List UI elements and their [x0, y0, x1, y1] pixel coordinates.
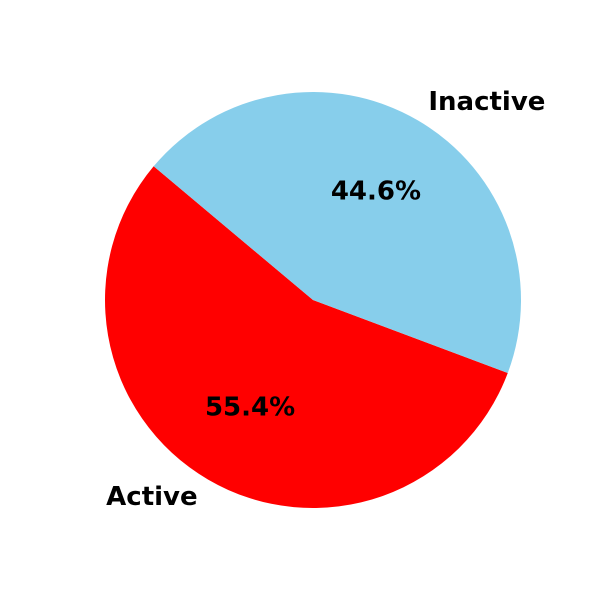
pct-label-inactive: 44.6%	[331, 177, 421, 207]
slice-label-inactive: Inactive	[428, 87, 545, 117]
labels-layer: Active 55.4% Inactive 44.6%	[106, 87, 545, 512]
pie-slice-inactive	[153, 91, 522, 374]
pie-slice-active	[105, 166, 508, 508]
slice-label-active: Active	[106, 482, 197, 512]
slices-layer	[105, 91, 522, 508]
pct-label-active: 55.4%	[205, 392, 295, 422]
